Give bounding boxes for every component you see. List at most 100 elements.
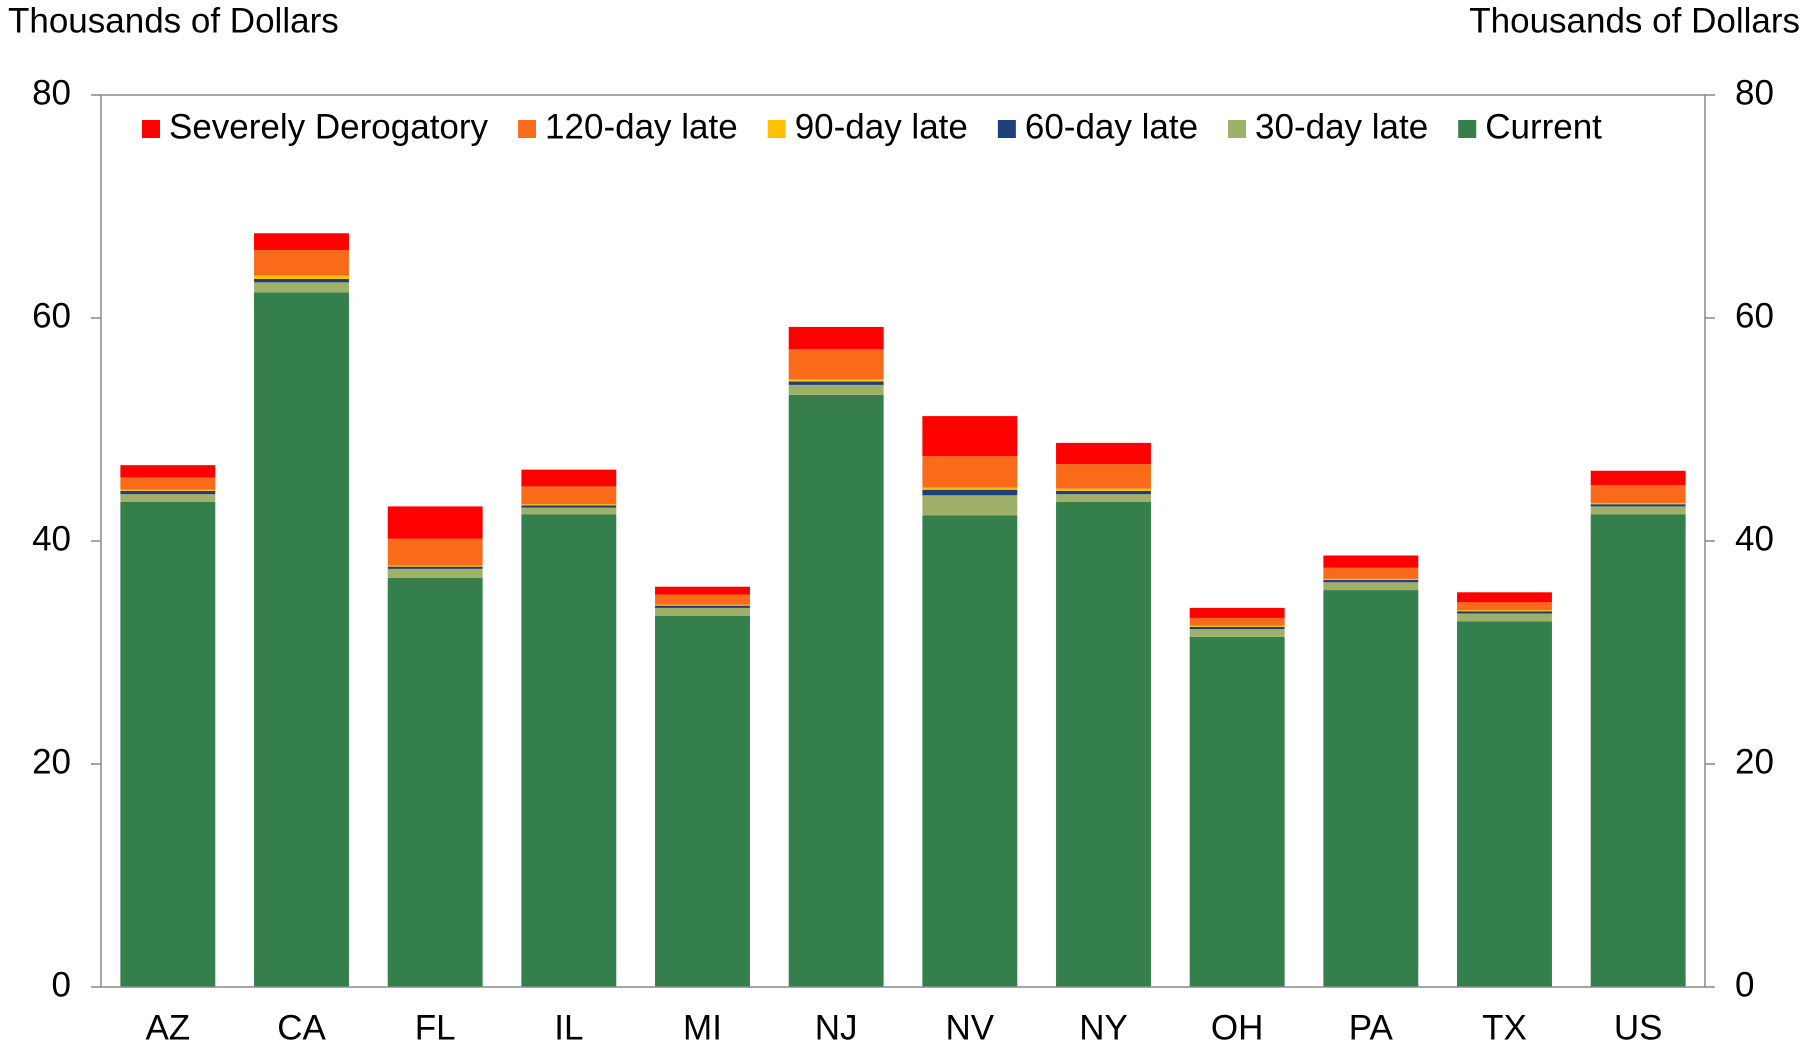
- bar-segment: [922, 515, 1018, 987]
- bar-segment: [1189, 626, 1285, 630]
- bar-segment: [1590, 504, 1686, 507]
- bar-segment: [1457, 613, 1552, 622]
- bar-segment: [1323, 555, 1419, 568]
- y2-tick-label: 0: [1735, 965, 1754, 1004]
- bar-segment: [1056, 501, 1151, 987]
- bar-segment: [1056, 490, 1151, 495]
- bar-segment: [1323, 580, 1419, 583]
- bar-segment: [1056, 442, 1151, 465]
- legend-label: Current: [1485, 107, 1602, 146]
- bar-segment: [788, 379, 884, 382]
- bar-segment: [1590, 470, 1686, 486]
- legend-swatch: [518, 120, 537, 138]
- x-tick-label: CA: [277, 1008, 326, 1045]
- bar-segment: [521, 514, 617, 987]
- x-tick-label: US: [1614, 1008, 1663, 1045]
- bar-segment: [1457, 610, 1552, 612]
- bar-segment: [387, 506, 483, 539]
- bar-segment: [387, 566, 483, 569]
- y-tick-label: 80: [32, 73, 71, 112]
- y2-tick-label: 20: [1735, 742, 1774, 781]
- bar-segment: [1189, 607, 1285, 618]
- bar-segment: [521, 505, 617, 508]
- bar-segment: [254, 282, 349, 293]
- bar-segment: [120, 477, 216, 490]
- bar-segment: [387, 577, 483, 987]
- bar-segment: [521, 486, 617, 505]
- bar-segment: [922, 495, 1018, 516]
- bar-segment: [1056, 488, 1151, 491]
- bar-segment: [1323, 578, 1419, 581]
- bar-segment: [922, 416, 1018, 457]
- legend-swatch: [142, 120, 160, 138]
- bar-segment: [1189, 617, 1285, 626]
- bar-segment: [788, 349, 884, 380]
- bar-segment: [1056, 464, 1151, 489]
- bar-segment: [655, 594, 750, 605]
- bar-segment: [120, 465, 216, 478]
- bar-segment: [387, 538, 483, 566]
- bar-segment: [788, 384, 884, 395]
- bar-segment: [922, 456, 1018, 488]
- bar-segment: [254, 278, 349, 283]
- bar-segment: [655, 605, 750, 608]
- y-tick-label: 20: [32, 742, 71, 781]
- bar-segment: [1590, 514, 1686, 987]
- y-tick-label: 0: [52, 965, 71, 1004]
- bar-segment: [1457, 602, 1552, 611]
- x-tick-label: PA: [1349, 1008, 1394, 1045]
- y2-tick-label: 60: [1735, 296, 1774, 335]
- legend-swatch: [1458, 120, 1477, 138]
- bar-segment: [1590, 485, 1686, 504]
- bar-segment: [1457, 592, 1552, 603]
- legend-label: 60-day late: [1025, 107, 1198, 146]
- legend-label: 120-day late: [545, 107, 738, 146]
- x-tick-label: NJ: [815, 1008, 858, 1045]
- y-tick-label: 40: [32, 519, 71, 558]
- bar-segment: [254, 249, 349, 276]
- y2-tick-label: 80: [1735, 73, 1774, 112]
- bar-segment: [1189, 625, 1285, 627]
- bar-segment: [788, 326, 884, 350]
- x-tick-label: OH: [1211, 1008, 1264, 1045]
- bar-segment: [521, 507, 617, 515]
- x-tick-label: AZ: [145, 1008, 190, 1045]
- y2-axis-label: Thousands of Dollars: [1469, 1, 1800, 40]
- bar-segment: [922, 489, 1018, 496]
- bar-segment: [387, 565, 483, 567]
- bar-segment: [120, 489, 216, 491]
- y2-tick-label: 40: [1735, 519, 1774, 558]
- bar-segment: [655, 604, 750, 606]
- x-tick-label: NV: [946, 1008, 995, 1045]
- bar-segment: [254, 233, 349, 250]
- y-tick-label: 60: [32, 296, 71, 335]
- legend-swatch: [1228, 120, 1247, 138]
- legend-swatch: [767, 120, 786, 138]
- bar-segment: [120, 490, 216, 495]
- bar-segment: [788, 381, 884, 385]
- bar-segment: [120, 494, 216, 502]
- bar-segment: [788, 394, 884, 987]
- x-tick-label: MI: [683, 1008, 722, 1045]
- bar-segment: [120, 501, 216, 987]
- bar-segment: [1189, 636, 1285, 987]
- bar-segment: [922, 487, 1018, 490]
- bar-segment: [254, 292, 349, 988]
- legend-label: 30-day late: [1255, 107, 1428, 146]
- bar-segment: [1590, 506, 1686, 515]
- bar-segment: [387, 568, 483, 578]
- x-tick-label: FL: [415, 1008, 456, 1045]
- x-tick-label: TX: [1482, 1008, 1527, 1045]
- bar-segment: [1590, 503, 1686, 505]
- legend-label: Severely Derogatory: [169, 107, 489, 146]
- bar-segment: [254, 275, 349, 279]
- bar-segment: [1189, 629, 1285, 637]
- bar-segment: [521, 469, 617, 487]
- bar-segment: [1457, 611, 1552, 614]
- bar-segment: [1323, 567, 1419, 579]
- bar-segment: [655, 615, 750, 987]
- bar-segment: [1323, 590, 1419, 987]
- bar-segment: [1056, 494, 1151, 502]
- bar-segment: [521, 504, 617, 506]
